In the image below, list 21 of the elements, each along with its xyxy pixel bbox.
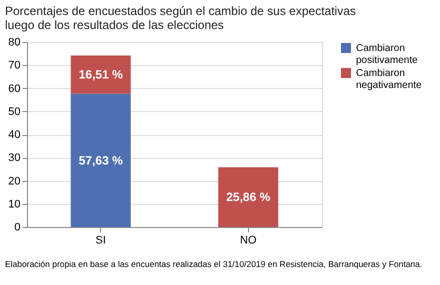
y-tick-label: 20 <box>8 175 20 188</box>
bar <box>70 94 131 227</box>
bar <box>70 56 131 94</box>
legend-label: Cambiaron negativamente <box>356 68 422 91</box>
y-tick-label: 80 <box>8 36 20 48</box>
y-tick-label: 10 <box>8 198 20 210</box>
data-label: 25,86 % <box>226 190 271 204</box>
y-tick-label: 0 <box>14 222 20 234</box>
x-tick-label: SI <box>96 234 106 246</box>
text: Elaboración propia en base a las encuentas realizadas el 31/10/2019 en Resistencia, Barranqueras y Fontana. <box>5 259 422 269</box>
y-tick-label: 40 <box>8 129 20 141</box>
data-label: 57,63 % <box>78 153 124 168</box>
legend-label: Cambiaron positivamente <box>356 43 418 66</box>
chart-title: Porcentajes de encuestados según el cambio de sus expectativas luego de los resultados de las elecciones <box>5 4 356 32</box>
bar <box>218 167 278 227</box>
y-tick-label: 60 <box>8 82 20 95</box>
y-tick-label: 50 <box>8 106 20 118</box>
data-label: 16,51 % <box>78 68 124 82</box>
y-tick-label: 30 <box>8 152 20 164</box>
x-tick-label: NO <box>240 234 257 246</box>
y-tick-label: 70 <box>8 60 20 72</box>
